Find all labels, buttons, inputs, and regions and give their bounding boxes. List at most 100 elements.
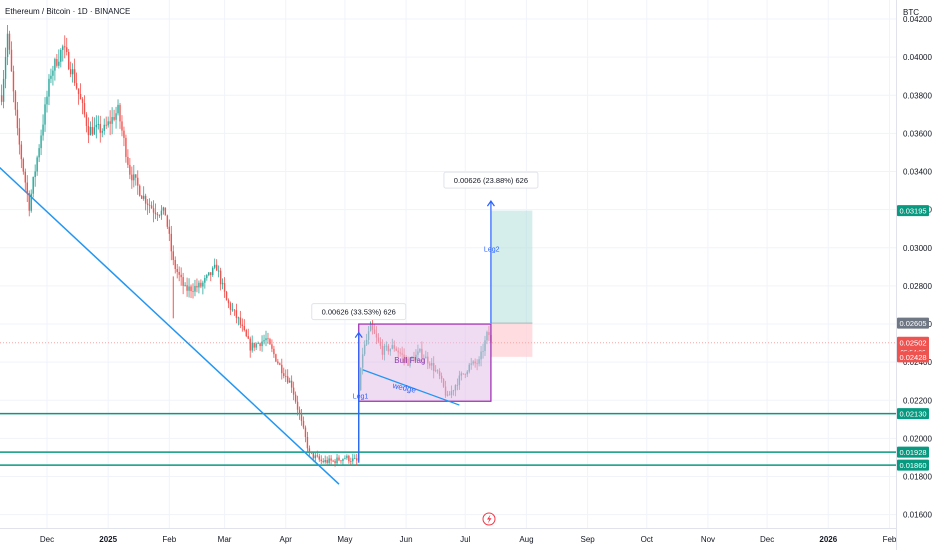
- candle-body: [154, 212, 157, 215]
- x-tick-label: Feb: [883, 535, 897, 544]
- candle-body: [162, 207, 165, 211]
- candle-body: [184, 285, 186, 287]
- candle-body: [111, 117, 113, 124]
- x-tick-label: Jul: [460, 535, 470, 544]
- measure2-label: 0.00626 (23.88%) 626: [454, 176, 528, 185]
- candle-body: [196, 286, 198, 288]
- candle-body: [46, 96, 48, 105]
- candle-body: [223, 283, 226, 292]
- candle-body: [215, 264, 218, 271]
- candle-body: [32, 177, 34, 194]
- candle-body: [127, 156, 129, 165]
- bolt-icon[interactable]: [482, 512, 496, 526]
- candle-body: [330, 458, 332, 461]
- candle-body: [267, 338, 269, 340]
- candle-body: [350, 461, 352, 463]
- price-tag-label: 0.02502: [899, 339, 926, 348]
- candle-body: [281, 364, 283, 374]
- candle-body: [14, 91, 17, 110]
- candle-body: [58, 61, 60, 66]
- candle-body: [38, 148, 40, 158]
- candle-body: [210, 272, 212, 276]
- y-tick-label: 0.02800: [903, 282, 932, 291]
- candle-body: [66, 47, 68, 52]
- candle-body: [328, 458, 330, 463]
- measure2-label-box: [443, 171, 539, 189]
- x-tick-label: Aug: [519, 535, 533, 544]
- candle-body: [212, 267, 214, 276]
- price-tag-label: 0.02605: [899, 319, 926, 328]
- price-tag: [897, 317, 929, 329]
- candle-body: [261, 341, 263, 347]
- candle-body: [194, 286, 196, 292]
- candle-body: [310, 451, 313, 453]
- x-tick-label: Dec: [40, 535, 54, 544]
- candle-body: [243, 325, 245, 331]
- candle-body: [85, 114, 88, 126]
- y-tick-label: 0.03400: [903, 168, 932, 177]
- candle-body: [28, 193, 30, 211]
- candle-body: [77, 88, 80, 95]
- candle-body: [221, 283, 224, 285]
- candle-body: [356, 458, 358, 461]
- candle-body: [68, 51, 70, 70]
- currency-label[interactable]: BTC: [903, 8, 919, 17]
- candle-body: [12, 71, 15, 92]
- candle-body: [0, 95, 3, 102]
- candle-body: [245, 330, 247, 337]
- candle-body: [113, 117, 115, 120]
- candle-body: [219, 270, 222, 285]
- candle-body: [202, 282, 204, 287]
- y-tick-label: 0.02000: [903, 434, 932, 443]
- time-axis[interactable]: Dec 2025 Feb Mar Apr May Jun Jul Aug Sep Oct Nov Dec…: [40, 535, 897, 544]
- candle-body: [346, 455, 348, 459]
- candle-body: [283, 373, 285, 377]
- candle-body: [101, 130, 103, 133]
- candle-body: [10, 49, 13, 72]
- candle-body: [322, 461, 324, 463]
- candle-body: [253, 342, 255, 348]
- candle-body: [18, 128, 21, 145]
- y-tick-label: 0.04000: [903, 53, 932, 62]
- candle-body: [135, 174, 137, 178]
- candle-body: [338, 457, 340, 461]
- candle-body: [164, 207, 167, 216]
- y-tick-label: 0.03600: [903, 129, 932, 138]
- candle-body: [342, 458, 344, 461]
- target-zone: [490, 210, 533, 324]
- x-tick-label: May: [337, 535, 352, 544]
- candle-body: [225, 291, 228, 301]
- candle-body: [142, 195, 145, 199]
- candle-body: [285, 376, 287, 377]
- candle-body: [182, 277, 184, 286]
- candle-body: [34, 171, 36, 178]
- candle-body: [249, 338, 251, 351]
- candle-body: [208, 272, 210, 276]
- candle-body: [263, 340, 265, 342]
- candle-body: [79, 94, 82, 100]
- candle-body: [64, 46, 66, 48]
- candle-body: [99, 123, 101, 133]
- candle-body: [56, 59, 58, 66]
- candle-body: [308, 448, 311, 452]
- candle-body: [348, 455, 350, 462]
- x-tick-label: 2025: [99, 535, 117, 544]
- leg2-arrow-head: [486, 200, 495, 207]
- candle-body: [93, 127, 96, 135]
- candle-body: [36, 157, 38, 172]
- candle-body: [137, 177, 139, 186]
- candle-body: [87, 125, 90, 136]
- candle-body: [131, 174, 133, 181]
- x-tick-label: Jun: [400, 535, 413, 544]
- candle-body: [103, 124, 105, 131]
- price-tag-label: 0.02130: [899, 410, 926, 419]
- candle-body: [198, 282, 200, 288]
- bull-flag-box: [358, 323, 492, 402]
- leg1-label: Leg1: [353, 393, 369, 400]
- candle-body: [312, 452, 315, 459]
- candle-body: [174, 260, 176, 270]
- candle-body: [52, 70, 54, 76]
- candle-body: [176, 269, 178, 272]
